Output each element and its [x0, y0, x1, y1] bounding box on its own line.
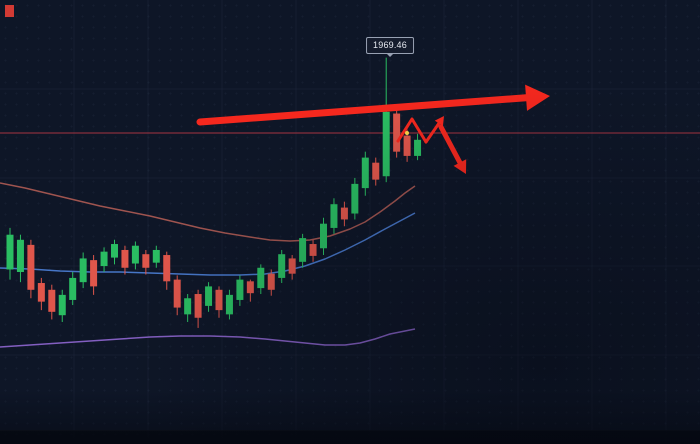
price-alert-label[interactable]: 1969.46 — [366, 37, 414, 54]
bottom-bar — [0, 430, 700, 444]
trend-arrow[interactable] — [196, 84, 550, 126]
price-alert-value: 1969.46 — [373, 40, 407, 50]
down-arrow[interactable] — [438, 124, 467, 174]
zigzag-arrow-line[interactable] — [396, 117, 428, 144]
highlight-dot — [405, 131, 409, 135]
candles-layer — [6, 57, 422, 328]
upper-band-line — [0, 182, 416, 242]
drawing-annotations-layer[interactable] — [196, 84, 550, 174]
zigzag-arrow-head[interactable] — [424, 116, 444, 144]
corner-red-marker — [5, 5, 14, 17]
lower-band-line — [0, 328, 416, 348]
